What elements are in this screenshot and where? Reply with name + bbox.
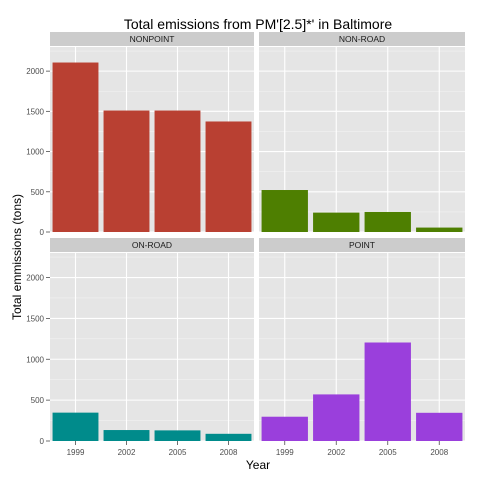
bar-non-road-2008 — [416, 227, 463, 232]
bar-point-2005 — [364, 342, 411, 441]
bar-nonpoint-2002 — [103, 110, 150, 232]
x-tick-label: 2008 — [220, 448, 238, 457]
panel-point: POINT 1999 2002 2005 2008 — [259, 238, 465, 457]
panel-nonpoint: NONPOINT 0 500 1000 1500 2000 — [26, 32, 254, 237]
plot-background-on-road — [50, 253, 254, 441]
panel-on-road: ON-ROAD 0 500 1000 1500 2000 1999 2002 2005 2008 — [26, 238, 254, 457]
panel-non-road: NON-ROAD — [259, 32, 465, 233]
facet-label-non-road: NON-ROAD — [339, 34, 385, 44]
x-tick-label: 2002 — [327, 448, 345, 457]
y-tick-label: 2000 — [26, 274, 44, 283]
facet-strip-on-road — [50, 238, 254, 252]
y-tick-label: 1500 — [26, 314, 44, 323]
x-axis-title: Year — [246, 458, 270, 472]
bar-nonpoint-2008 — [205, 121, 252, 232]
chart-title: Total emissions from PM'[2.5]*' in Balti… — [124, 16, 393, 32]
bar-point-2002 — [313, 394, 360, 441]
x-tick-label: 2005 — [169, 448, 187, 457]
y-tick-label: 500 — [31, 188, 45, 197]
facet-panels: NONPOINT 0 500 1000 1500 2000 NON-ROAD ON-ROAD 0… — [26, 32, 465, 457]
bar-point-1999 — [261, 416, 308, 441]
y-tick-label: 2000 — [26, 67, 44, 76]
bar-on-road-2005 — [154, 430, 201, 441]
x-tick-label: 2002 — [118, 448, 136, 457]
facet-strip-point — [259, 238, 465, 252]
y-tick-label: 0 — [40, 437, 45, 446]
y-tick-label: 1000 — [26, 355, 44, 364]
bar-nonpoint-1999 — [52, 62, 99, 233]
y-tick-label: 500 — [31, 396, 45, 405]
bar-non-road-2002 — [313, 212, 360, 232]
bar-on-road-1999 — [52, 412, 99, 441]
y-axis-title: Total emmissions (tons) — [10, 194, 24, 320]
facet-strip-non-road — [259, 32, 465, 46]
bar-non-road-1999 — [261, 190, 308, 232]
facet-label-on-road: ON-ROAD — [132, 240, 172, 250]
x-tick-label: 2005 — [379, 448, 397, 457]
bar-on-road-2002 — [103, 430, 150, 441]
y-tick-label: 1000 — [26, 148, 44, 157]
x-tick-label: 2008 — [430, 448, 448, 457]
y-tick-label: 0 — [40, 228, 45, 237]
y-tick-label: 1500 — [26, 107, 44, 116]
x-tick-label: 1999 — [276, 448, 294, 457]
bar-on-road-2008 — [205, 433, 252, 441]
bar-non-road-2005 — [364, 211, 411, 232]
plot-background-point — [259, 253, 465, 441]
bar-nonpoint-2005 — [154, 110, 201, 232]
facet-label-point: POINT — [349, 240, 375, 250]
bar-point-2008 — [416, 412, 463, 441]
facet-strip-nonpoint — [50, 32, 254, 46]
x-tick-label: 1999 — [67, 448, 85, 457]
facet-label-nonpoint: NONPOINT — [130, 34, 175, 44]
